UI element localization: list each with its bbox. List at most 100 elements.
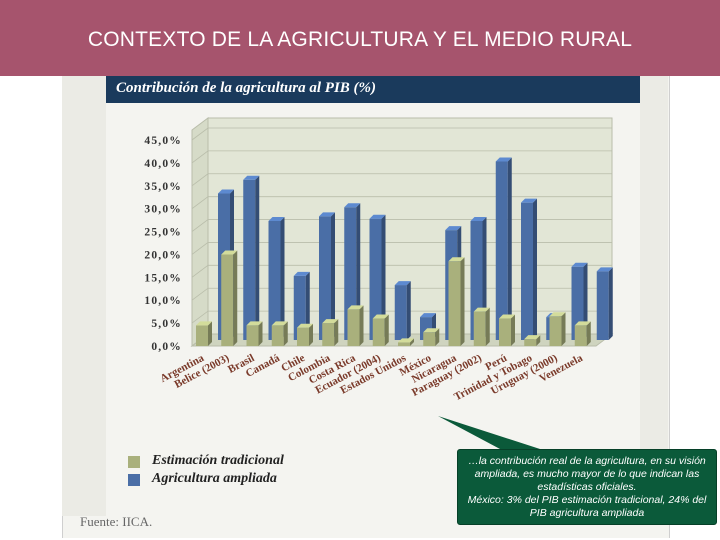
bar-expanded [243, 175, 260, 340]
bar-top [369, 214, 386, 219]
bar-side [283, 321, 288, 346]
bar-front [448, 261, 461, 346]
bar-traditional [398, 338, 414, 346]
bar-front [271, 325, 284, 346]
bar-side [305, 271, 310, 340]
y-tick-label: 10,0% [144, 295, 182, 307]
bar-top [394, 281, 411, 286]
gridline [191, 196, 612, 209]
slide-title: CONTEXTO DE LA AGRICULTURA Y EL MEDIO RU… [87, 28, 633, 51]
bar-side [255, 175, 260, 340]
bar-side [280, 216, 285, 340]
bar-expanded [420, 313, 436, 340]
bar-side [258, 321, 263, 346]
bar-front [319, 216, 331, 340]
bar-top [196, 321, 212, 326]
bar-side [533, 198, 537, 340]
bar-side [410, 338, 414, 346]
callout-box: …la contribución real de la agricultura,… [457, 449, 717, 525]
source-note: Fuente: IICA. [80, 514, 153, 529]
y-tick-label: 25,0% [144, 227, 182, 239]
bar-top [344, 203, 361, 208]
bar-front [398, 342, 410, 346]
bar-front [322, 323, 335, 346]
gridline [191, 127, 612, 141]
callout-text-mexico: México: 3% del PIB estimación tradiciona… [467, 494, 707, 519]
bar-side [406, 281, 411, 340]
legend-label-traditional: Estimación tradicional [152, 453, 284, 468]
bar-front [221, 254, 234, 346]
bar-traditional [221, 250, 238, 346]
bar-side [309, 323, 313, 346]
callout-text-main: …la contribución real de la agricultura,… [468, 455, 706, 493]
bar-front [347, 309, 360, 346]
bar-side [359, 305, 364, 346]
bar-front [372, 318, 385, 346]
bar-front [596, 271, 609, 340]
bar-side [384, 314, 389, 346]
y-tick-label: 40,0% [144, 158, 182, 170]
bar-side [208, 321, 212, 346]
bar-top [499, 314, 515, 319]
callout-pointer [438, 416, 540, 449]
bar-top [243, 175, 260, 180]
frame-right-strip [640, 76, 668, 516]
bar-side [460, 257, 465, 346]
bar-front [394, 285, 407, 340]
y-tick-label: 5,0% [151, 318, 182, 330]
bar-top [571, 262, 588, 267]
chart-title: Contribución de la agricultura al PIB (%… [116, 80, 377, 96]
bar-traditional [524, 335, 541, 346]
bar-front [473, 311, 486, 346]
slide-header: CONTEXTO DE LA AGRICULTURA Y EL MEDIO RU… [0, 0, 720, 76]
y-tick-label: 30,0% [144, 204, 182, 216]
bar-top [448, 257, 465, 262]
bar-expanded [319, 212, 335, 340]
bar-traditional [574, 321, 591, 346]
bar-front [369, 218, 382, 340]
y-tick-label: 45,0% [144, 135, 182, 147]
bar-traditional [423, 328, 440, 346]
y-tick-label: 35,0% [144, 181, 182, 193]
bar-traditional [372, 314, 389, 346]
bar-side [583, 262, 588, 340]
bar-top [420, 313, 436, 318]
bar-traditional [473, 307, 490, 346]
bar-traditional [549, 312, 566, 346]
bar-side [435, 328, 440, 346]
bar-side [485, 307, 490, 346]
bar-top [246, 321, 263, 326]
bar-front [495, 161, 508, 340]
bar-side [586, 321, 591, 346]
bar-top [473, 307, 490, 312]
bar-side [334, 319, 339, 346]
bar-traditional [271, 321, 288, 346]
bar-top [297, 323, 313, 328]
gridline [191, 173, 612, 187]
y-tick-label: 15,0% [144, 272, 182, 284]
bar-top [347, 305, 364, 310]
frame-left-strip [62, 76, 106, 516]
bar-side [608, 267, 613, 340]
gridline [191, 150, 612, 164]
bar-top [521, 198, 537, 203]
bar-top [372, 314, 389, 319]
y-tick-label: 20,0% [144, 249, 182, 261]
bar-traditional [499, 314, 515, 346]
bar-traditional [196, 321, 212, 346]
bar-front [246, 325, 259, 346]
bar-front [243, 179, 256, 340]
bar-top [322, 319, 339, 324]
bar-traditional [297, 323, 313, 346]
bar-front [423, 332, 436, 346]
legend-swatch-traditional [128, 456, 140, 468]
bar-top [574, 321, 591, 326]
bar-front [549, 316, 562, 346]
bar-front [521, 202, 533, 340]
bar-side [511, 314, 515, 346]
bar-top [218, 189, 234, 194]
bar-top [221, 250, 238, 255]
bar-front [499, 318, 511, 346]
bar-side [381, 214, 386, 340]
